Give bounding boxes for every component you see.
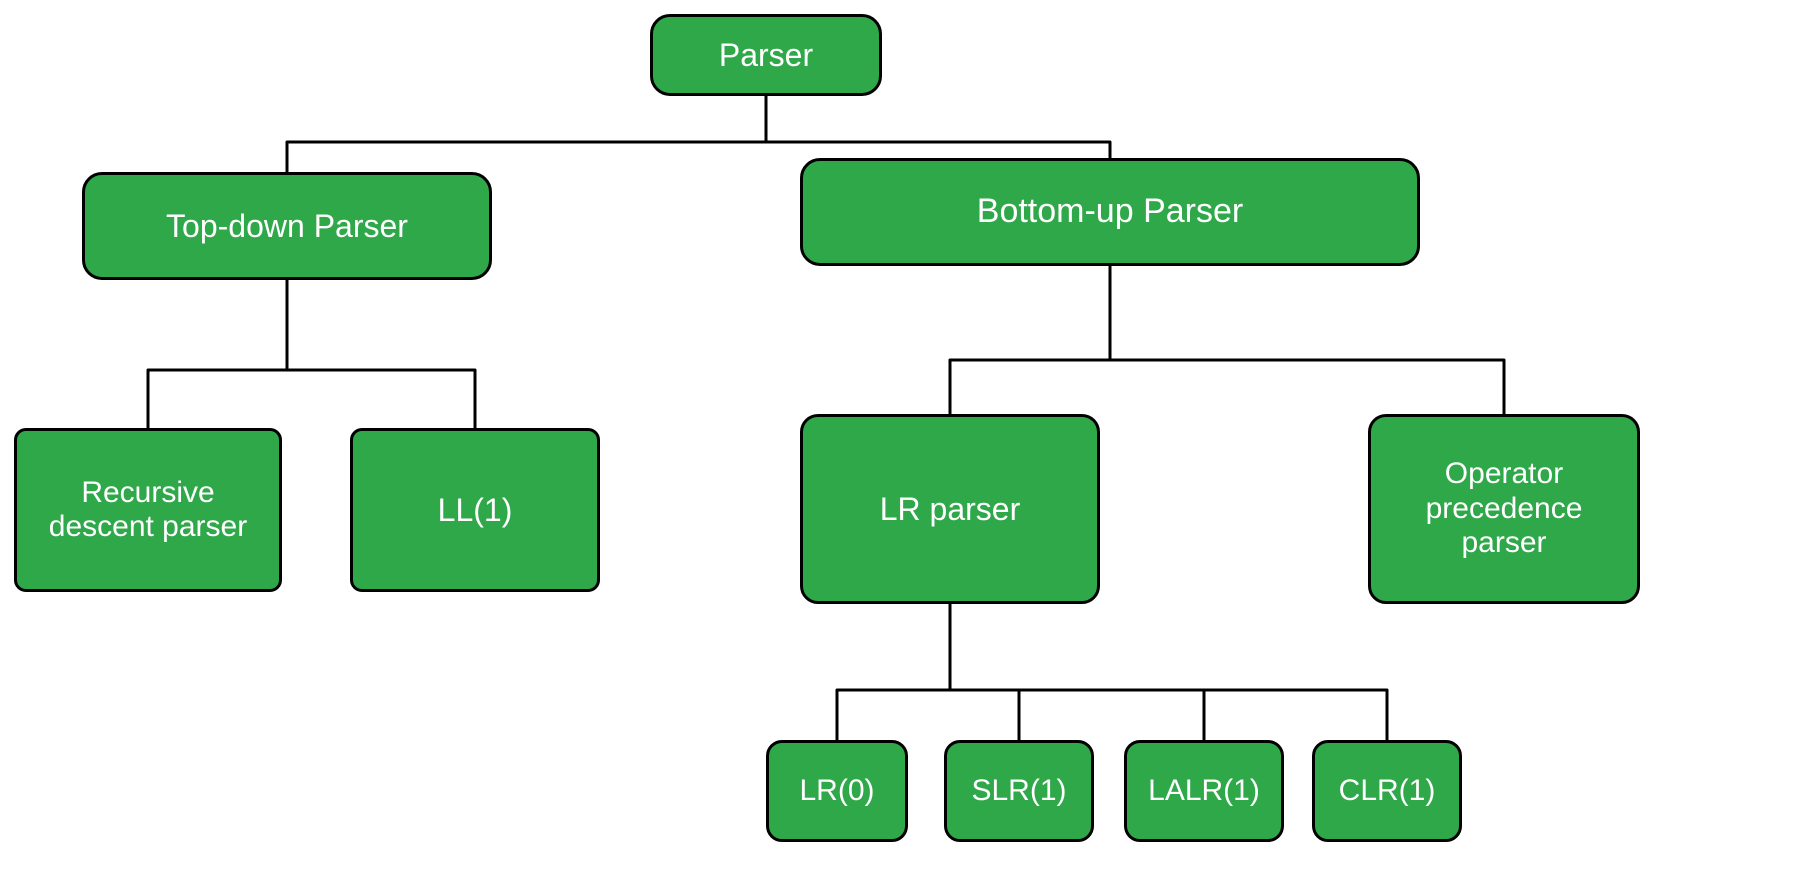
edge-bottomup-opprec — [1110, 266, 1504, 414]
node-lalr1: LALR(1) — [1124, 740, 1284, 842]
edge-parser-bottomup — [766, 96, 1110, 158]
node-slr1: SLR(1) — [944, 740, 1094, 842]
node-lrparser: LR parser — [800, 414, 1100, 604]
edge-lrparser-slr1 — [950, 604, 1019, 740]
edge-bottomup-lrparser — [950, 266, 1110, 414]
parser-tree-diagram: Parser Top-down Parser Bottom-up Parser Rec… — [0, 0, 1796, 880]
node-parser: Parser — [650, 14, 882, 96]
edge-lrparser-lalr1 — [950, 604, 1204, 740]
edge-topdown-ll1 — [287, 280, 475, 428]
edge-topdown-recdesc — [148, 280, 287, 428]
node-ll1: LL(1) — [350, 428, 600, 592]
node-opprec: Operator precedence parser — [1368, 414, 1640, 604]
node-bottomup: Bottom-up Parser — [800, 158, 1420, 266]
node-recdesc: Recursive descent parser — [14, 428, 282, 592]
edge-lrparser-clr1 — [950, 604, 1387, 740]
edge-lrparser-lr0 — [837, 604, 950, 740]
node-lr0: LR(0) — [766, 740, 908, 842]
edge-parser-topdown — [287, 96, 766, 172]
node-clr1: CLR(1) — [1312, 740, 1462, 842]
node-topdown: Top-down Parser — [82, 172, 492, 280]
